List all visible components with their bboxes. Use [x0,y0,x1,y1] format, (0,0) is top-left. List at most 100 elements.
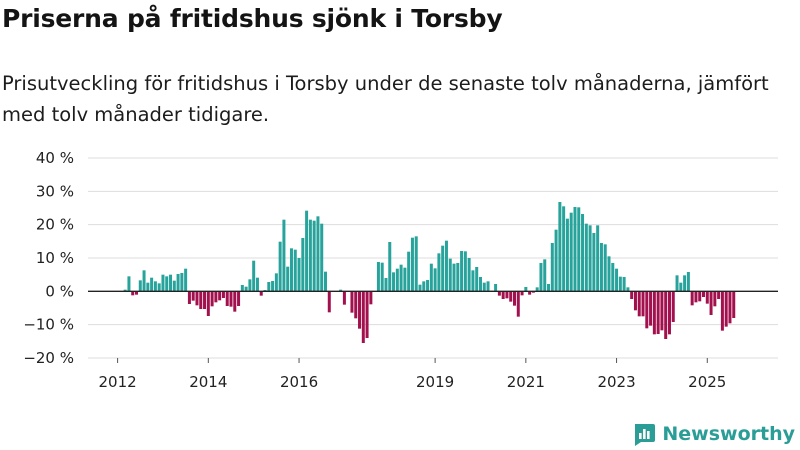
bar [528,291,532,295]
bar [547,284,551,292]
bar [184,268,188,292]
y-tick-label: −20 % [23,349,74,367]
bar [698,291,702,302]
bar [199,291,203,309]
chart-subtitle: Prisutveckling för fritidshus i Torsby u… [2,72,769,126]
bar [524,287,528,292]
bar [267,282,271,292]
newsworthy-logo: Newsworthy [632,422,795,446]
bar [214,291,218,303]
bar [649,291,653,326]
bar [392,272,396,292]
bar [301,238,305,292]
bar [274,273,278,292]
bar [316,216,320,292]
x-tick-label: 2019 [416,373,454,391]
bar [376,262,380,292]
bar [286,266,290,292]
bar [615,268,619,292]
bar [497,291,501,296]
bar [577,207,581,292]
bar [505,291,509,299]
bar [667,291,671,335]
bar [426,280,430,292]
bar [365,291,369,338]
bar [138,280,142,292]
bar [229,291,233,307]
bar [494,284,498,292]
bar [308,219,312,292]
bar [218,291,222,301]
bar [278,241,282,292]
bar [584,223,588,292]
bar [165,276,169,292]
bar [433,268,437,292]
bar [153,281,157,292]
bar [686,272,690,292]
bar [195,291,199,306]
bar [520,291,524,296]
bar [539,263,543,292]
bar [252,260,256,292]
bar [652,291,656,335]
y-tick-label: −10 % [23,316,74,334]
bar [146,282,150,292]
bars [123,202,736,343]
bar [599,243,603,292]
bar [161,274,165,292]
bar [607,256,611,292]
bar [516,291,520,317]
bar [471,270,475,292]
value-annotation: −8 % [723,0,763,4]
bar [312,220,316,292]
bar [694,291,698,303]
bar [709,291,713,315]
bar [562,206,566,292]
bar [535,287,539,292]
bar [293,249,297,292]
bar [399,264,403,292]
bar [324,271,327,292]
bar [592,233,596,292]
bar [452,263,456,292]
bar [221,291,225,298]
bar [531,291,535,293]
bar [724,291,728,327]
bar [444,240,448,292]
bar [603,244,607,292]
bar [342,291,346,305]
bar [588,225,592,292]
bar [475,267,479,292]
newsworthy-logo-icon [635,424,656,446]
bar [581,214,585,292]
bar [478,277,482,292]
bar [660,291,664,331]
bar [255,277,259,292]
bar [271,281,275,292]
bar [728,291,732,324]
bar [354,291,358,319]
bar [671,291,675,322]
bar [637,291,641,317]
x-tick-label: 2016 [280,373,318,391]
bar [690,291,694,306]
bar [633,291,637,311]
bar [172,280,176,292]
bar [131,291,135,296]
bar [720,291,724,331]
bar [702,291,705,297]
bar [626,287,630,292]
bar [206,291,210,316]
bar [486,281,490,292]
bar [429,263,433,292]
bar [210,291,214,307]
bar [358,291,362,329]
bar [705,291,709,304]
bar [611,263,615,292]
bar [622,277,626,292]
bar [410,237,414,292]
bar [679,282,683,292]
bar [501,291,505,299]
bar [157,283,161,292]
bar [327,291,331,313]
